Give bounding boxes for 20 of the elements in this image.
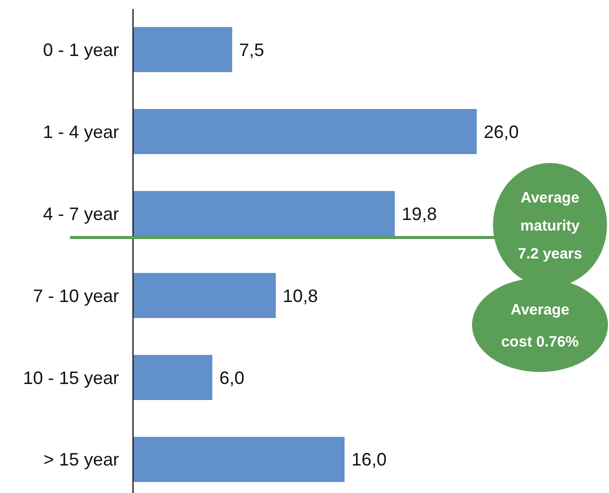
y-tick-label: 1 - 4 year [42,122,119,142]
y-tick-label: > 15 year [43,450,119,470]
bar [133,436,345,482]
data-label: 10,8 [282,286,318,306]
bar [133,272,276,318]
data-label: 16,0 [352,450,387,470]
data-label: 6,0 [219,368,244,388]
data-label: 19,8 [402,204,437,224]
annotation: Average maturity 7.2 years [518,189,582,262]
bar [133,354,212,400]
y-tick-label: 10 - 15 year [22,368,119,388]
y-tick-label: 4 - 7 year [42,204,119,224]
bar [133,27,232,72]
y-tick-label: 7 - 10 year [32,286,120,306]
y-tick-label: 0 - 1 year [42,40,119,60]
bar [133,109,477,154]
data-label: 26,0 [484,122,519,142]
bar [133,190,395,236]
data-label: 7,5 [239,40,264,60]
annotation: Average cost 0.76% [501,301,579,350]
